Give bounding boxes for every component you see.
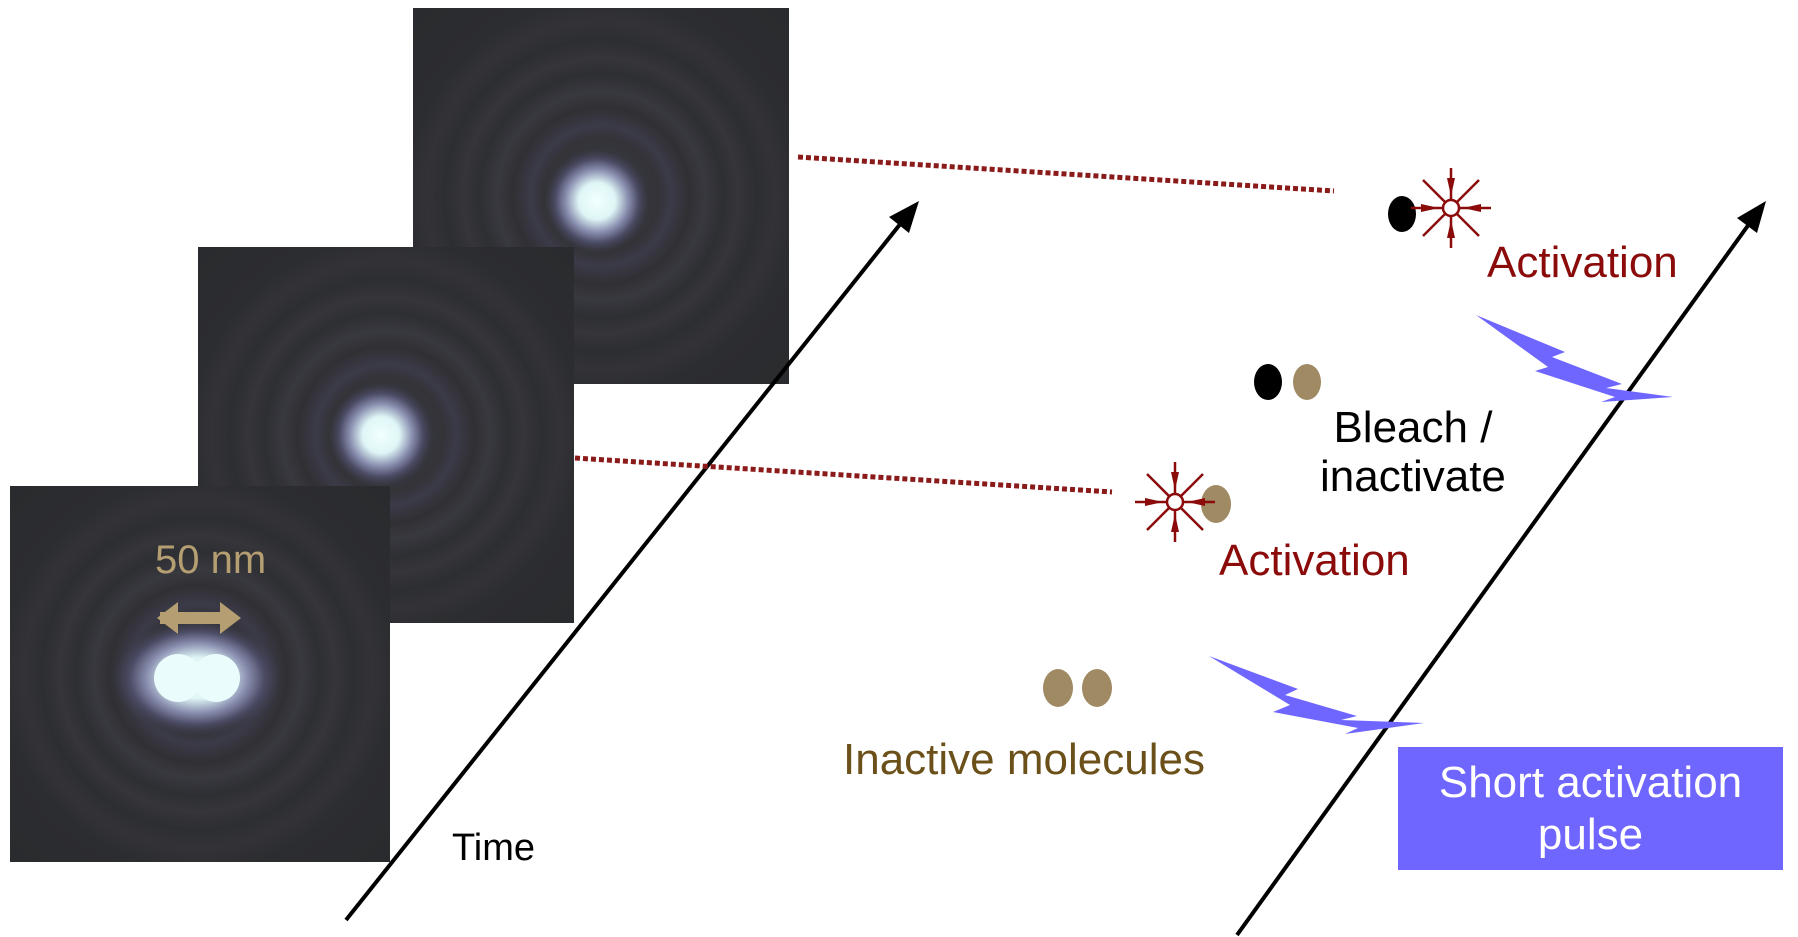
label-bleach-inactivate: Bleach / inactivate bbox=[1320, 403, 1506, 502]
fluorescent-spot bbox=[545, 149, 649, 253]
frame-panel-bottom bbox=[10, 486, 390, 862]
pulse-label-line2: pulse bbox=[1537, 809, 1644, 859]
molecule-inactive bbox=[1082, 669, 1112, 707]
molecule-inactive bbox=[1043, 669, 1073, 707]
fluorescent-spot bbox=[329, 383, 433, 487]
lightning-pulse-icon bbox=[1476, 315, 1673, 402]
label-bleach-line1: Bleach / bbox=[1333, 403, 1493, 452]
activation-star-icon bbox=[1135, 462, 1215, 542]
molecule-inactive bbox=[1201, 485, 1231, 523]
molecule-inactive bbox=[1293, 364, 1321, 400]
label-activation-top: Activation bbox=[1487, 238, 1678, 287]
scale-label: 50 nm bbox=[155, 538, 267, 582]
dotted-connector-middle bbox=[574, 455, 1113, 495]
label-bleach-line2: inactivate bbox=[1320, 452, 1506, 502]
time-axis-arrow-left bbox=[344, 201, 919, 922]
molecule-bleached bbox=[1254, 364, 1282, 400]
activation-star-icon bbox=[1411, 168, 1491, 248]
lightning-pulse-icon bbox=[1209, 656, 1424, 734]
pulse-label-line1: Short activation bbox=[1438, 757, 1743, 807]
label-inactive-molecules: Inactive molecules bbox=[843, 735, 1205, 784]
label-time: Time bbox=[452, 827, 536, 869]
short-activation-pulse-box: Short activation pulse bbox=[1398, 747, 1783, 870]
molecule-bleached bbox=[1388, 196, 1416, 232]
time-axis-arrow-right bbox=[1235, 201, 1766, 937]
dotted-connector-top bbox=[797, 154, 1335, 194]
scale-double-arrow bbox=[157, 602, 241, 634]
label-activation-middle: Activation bbox=[1219, 536, 1410, 585]
